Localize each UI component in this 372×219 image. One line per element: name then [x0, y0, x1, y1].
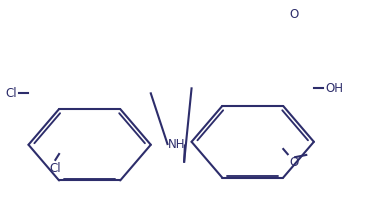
Text: NH: NH [168, 138, 186, 150]
Text: Cl: Cl [6, 87, 17, 100]
Text: O: O [289, 156, 299, 169]
Text: OH: OH [325, 82, 343, 95]
Text: O: O [289, 8, 299, 21]
Text: Cl: Cl [49, 162, 61, 175]
